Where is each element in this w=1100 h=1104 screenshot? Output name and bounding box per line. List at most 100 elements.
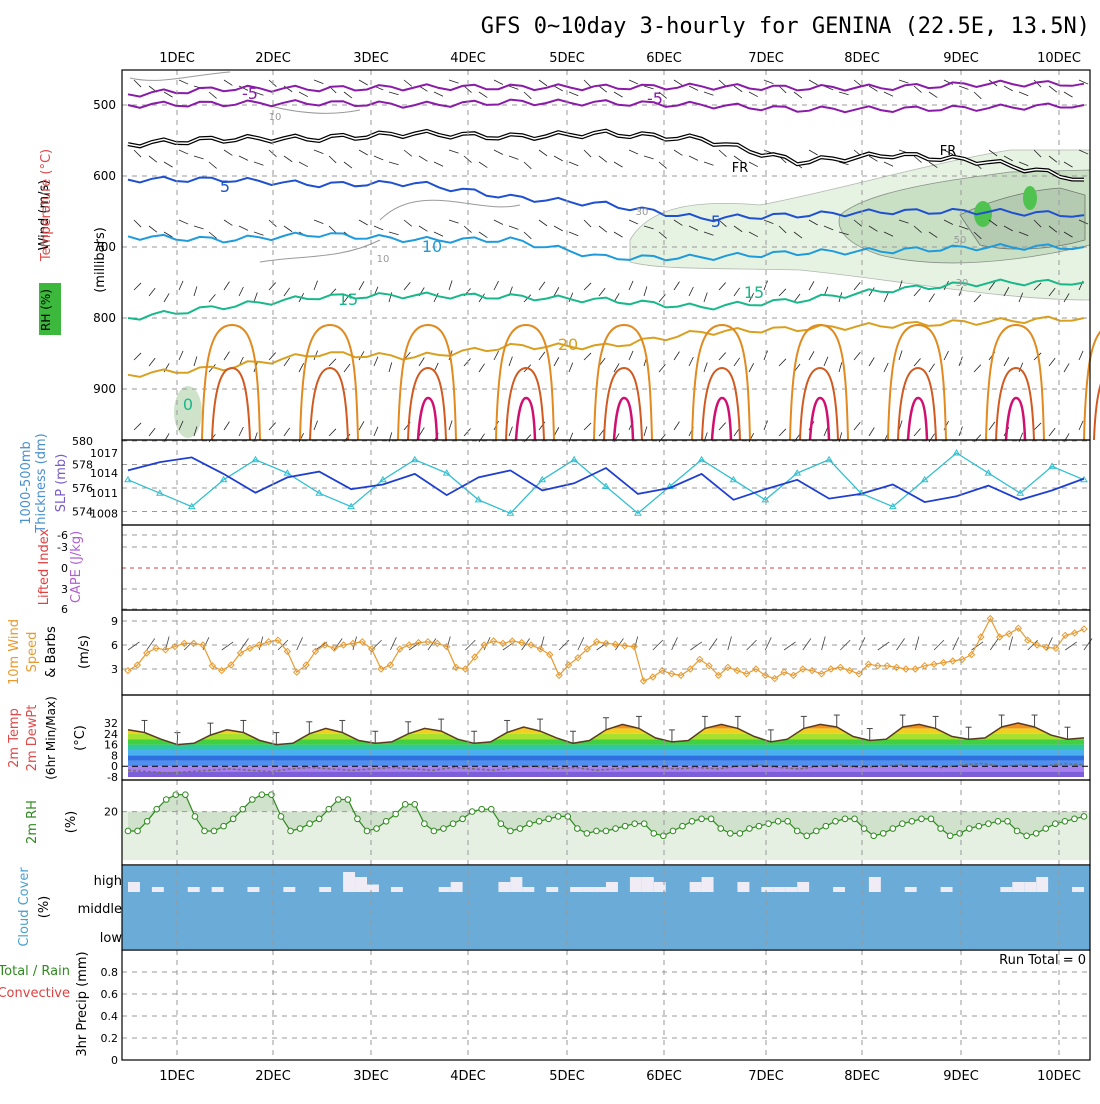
rh-point [583,830,591,837]
wind-barb [703,231,714,236]
wind-barb [748,231,759,238]
wind-speed-point [264,638,273,646]
rh-point [593,827,600,835]
wind-barb [913,288,921,297]
x-tick-label-top: 5DEC [549,51,585,66]
wind-barb [808,79,818,86]
wind-barb [178,350,184,361]
wind-barb [898,79,909,84]
wind-barb [1078,79,1089,85]
wind-speed-point [770,674,779,683]
slp-point [379,475,387,483]
rh-point [669,827,677,835]
slp-line [127,452,1085,515]
wind-barb [1063,161,1073,168]
wind-barb [898,350,903,361]
wind-speed-point [311,647,320,656]
wind-barb [478,231,488,238]
wind-speed-point [667,670,676,678]
rh-point [841,815,849,823]
y-tick-label: -3 [57,541,68,554]
ylabel-millibars: (millibars) [93,227,108,293]
wind-speed-point [995,633,1004,641]
wind-barb [913,85,922,93]
wind-barb [315,641,328,651]
wind-speed-point [405,641,413,649]
wind-barb [478,293,485,303]
wind-barb [853,351,861,361]
wind-barb [913,225,922,233]
wind-barb [577,637,585,651]
wind-barb [448,280,453,291]
wind-barb [1078,149,1089,155]
wind-barb [703,91,714,96]
wind-barb [928,363,935,373]
rh-point [459,815,466,823]
rh-point [516,825,524,832]
contour-label: 15 [744,283,764,302]
cloud-bar [367,884,379,892]
isotherm-line [127,278,1085,321]
wind-speed-point [180,639,188,648]
cloud-bar [546,887,559,892]
rh-point [373,825,380,832]
rh-area [128,794,1084,836]
wind-speed-point [517,638,526,647]
wind-speed-point [696,655,704,664]
x-tick-label-bottom: 6DEC [646,1069,682,1084]
wind-barb [673,281,680,291]
temp-band [128,744,1084,750]
wind-speed-point [658,666,666,675]
wind-barb [718,149,727,157]
wind-barb [358,421,365,431]
cloud-level-label: high [94,874,122,889]
wind-barb [253,91,264,96]
isotherm-line [127,98,1085,114]
rh-point [172,791,180,798]
wind-barb [240,638,249,651]
rh-point [1032,830,1040,837]
rh-point [1071,815,1078,823]
rh-point [765,820,772,828]
rh-point [487,805,495,813]
ylabel-minmax: (6hr Min/Max) [44,696,58,780]
wind-barb [896,638,905,651]
rh-point [554,813,562,820]
wind-barb [615,638,624,651]
wind-barb [958,85,969,90]
wind-speed-point [939,658,948,667]
wind-speed-point [386,661,395,669]
contour-label: 5 [220,177,230,196]
wind-barb [403,79,413,87]
wind-speed-point [1005,630,1013,638]
isotherm-25-loop [397,323,457,441]
wind-barb [838,362,843,373]
contour-label: 50 [954,235,967,246]
wind-barb [193,286,198,297]
wind-barb [553,357,560,367]
y-tick-label: 9 [111,615,118,628]
wind-speed-point [967,650,976,659]
wind-barb [727,636,732,651]
wind-barb [868,427,875,437]
wind-barb [465,639,476,651]
isotherm-25-loop [299,323,359,441]
rh-point [698,815,705,823]
wind-barb [478,161,488,168]
isotherm-30-loop [211,366,251,441]
ylabel-rh: RH (%) [39,289,53,331]
wind-speed-point [677,671,685,680]
wind-barb [493,79,504,85]
rh-point [440,825,447,832]
wind-barb [313,280,318,291]
wind-speed-point [536,645,545,653]
wind-barb [223,351,230,361]
ylabel-total-rain: Total / Rain [0,964,70,979]
wind-speed-point [274,636,282,644]
wind-barb [1063,293,1070,303]
wind-barb [733,357,741,367]
wind-barb [778,225,787,234]
wind-barb [358,281,365,291]
wind-speed-point [367,645,376,653]
wind-speed-point [733,666,741,675]
